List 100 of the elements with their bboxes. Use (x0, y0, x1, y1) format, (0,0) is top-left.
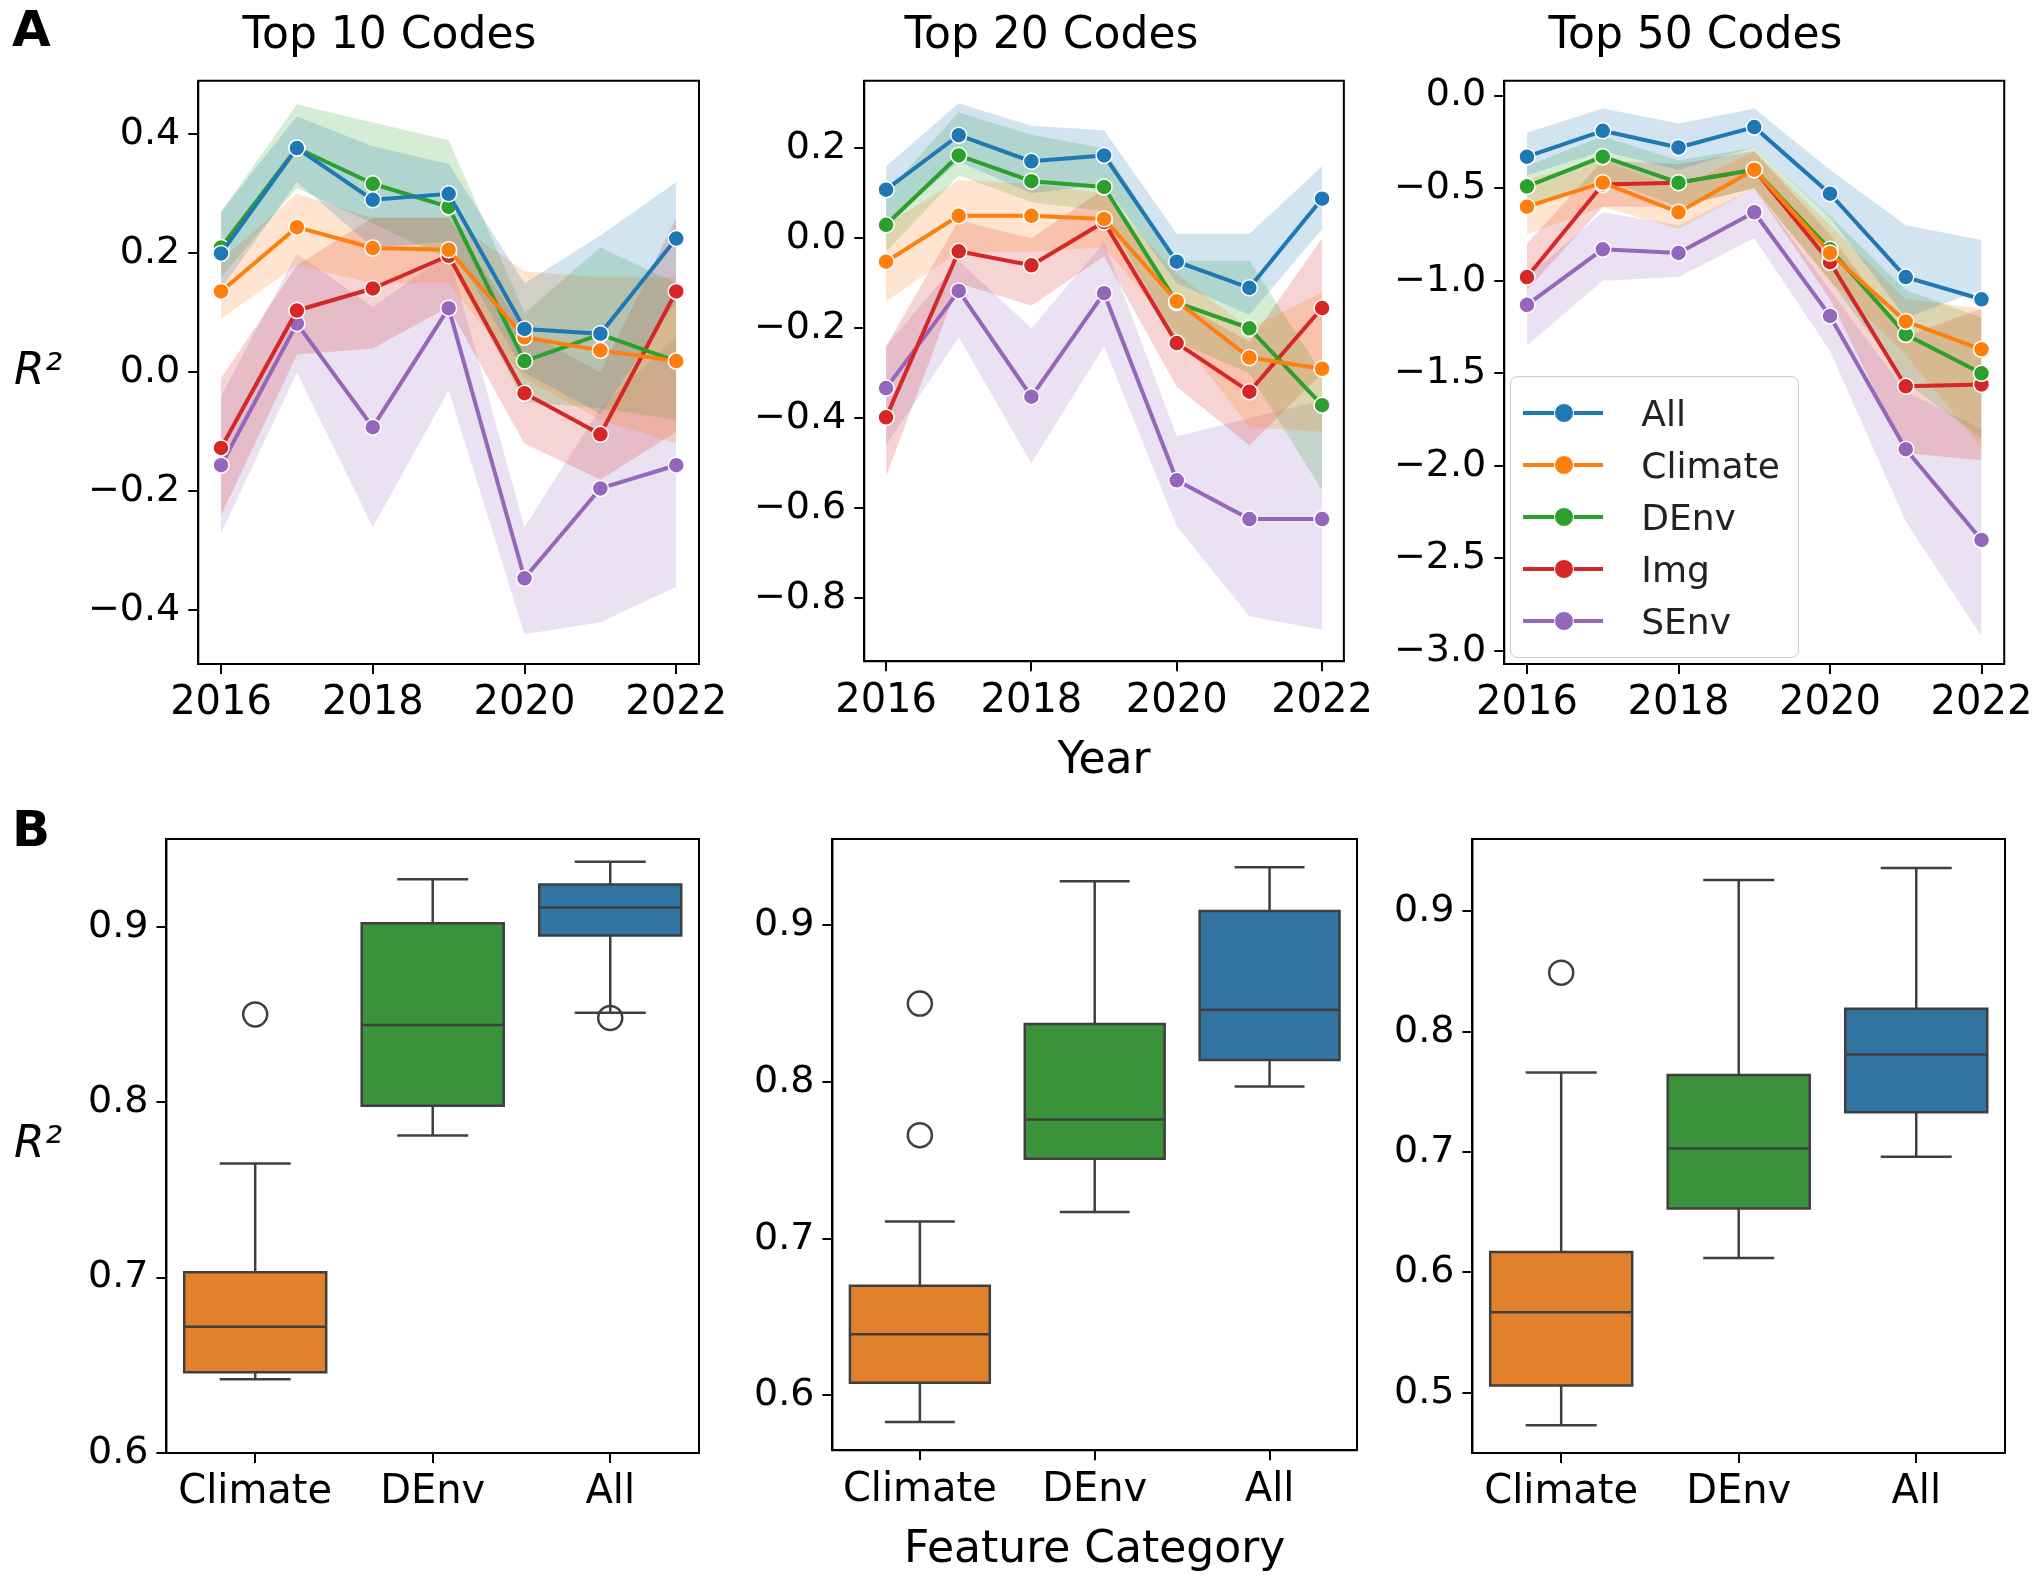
y-tick-label: 0.0 (1425, 70, 1487, 115)
y-tick-label: 0.7 (754, 1213, 815, 1258)
y-tick-label: 0.2 (785, 123, 847, 168)
chart-title: Top 20 Codes (903, 6, 1199, 58)
legend-label: All (1641, 392, 1686, 434)
legend-label: Img (1641, 548, 1710, 590)
point (364, 175, 382, 193)
point (1745, 203, 1763, 221)
y-tick-label: 0.8 (1394, 1006, 1455, 1051)
x-axis-title: Feature Category (904, 1521, 1286, 1573)
point (1022, 387, 1041, 406)
x-tick-label: All (1891, 1466, 1942, 1513)
point (1972, 364, 1991, 383)
point (1313, 510, 1331, 528)
point (439, 241, 458, 259)
point (212, 439, 230, 457)
point (1897, 440, 1915, 458)
point (1669, 138, 1688, 157)
point (515, 384, 534, 402)
point (1518, 268, 1536, 286)
point (1167, 334, 1186, 352)
point (1745, 118, 1763, 136)
point (1518, 177, 1536, 196)
point (1669, 203, 1688, 221)
point (667, 229, 685, 248)
point (515, 569, 534, 588)
legend-label: SEnv (1641, 600, 1731, 642)
y-tick-label: −0.4 (753, 393, 847, 438)
x-tick-label: 2022 (625, 677, 728, 724)
point (877, 408, 895, 427)
x-tick-label: 2020 (1125, 674, 1228, 721)
y-tick-label: 0.9 (754, 900, 815, 945)
point (212, 244, 230, 263)
y-tick-label: −2.5 (1393, 533, 1487, 578)
y-tick-label: 0.2 (119, 228, 181, 273)
y-tick-label: 0.4 (119, 109, 181, 154)
point (1594, 147, 1612, 166)
point (1167, 471, 1186, 490)
y-tick-label: 0.9 (1394, 886, 1455, 931)
x-tick-label: 2016 (835, 674, 937, 721)
point (1240, 279, 1259, 297)
x-tick-label: All (585, 1466, 636, 1513)
point (1594, 240, 1612, 259)
point (212, 282, 230, 301)
x-tick-label: Climate (842, 1463, 997, 1510)
y-tick-label: 0.8 (754, 1056, 815, 1101)
x-tick-label: 2022 (1930, 677, 2033, 724)
x-tick-label: 2020 (473, 677, 576, 724)
point (1095, 284, 1113, 302)
point (1022, 172, 1041, 190)
legend-label: DEnv (1641, 496, 1736, 538)
y-tick-label: 0.0 (785, 213, 847, 258)
y-tick-label: 0.9 (88, 901, 149, 946)
point (364, 279, 382, 298)
x-tick-label: Climate (178, 1466, 333, 1513)
x-tick-label: DEnv (1042, 1463, 1148, 1510)
point (877, 180, 895, 199)
x-tick-label: 2016 (1476, 677, 1578, 724)
point (212, 456, 230, 474)
y-axis-title: R² (14, 342, 63, 394)
point (1897, 377, 1915, 396)
x-tick-label: Climate (1484, 1466, 1639, 1513)
x-tick-label: 2018 (1627, 677, 1730, 724)
point (1594, 122, 1612, 140)
point (1897, 312, 1915, 331)
x-tick-label: 2018 (980, 674, 1083, 721)
x-tick-label: DEnv (380, 1466, 486, 1513)
point (591, 479, 610, 498)
point (949, 126, 968, 144)
point (1972, 340, 1991, 359)
point (1972, 290, 1991, 309)
point (591, 425, 610, 444)
point (364, 418, 382, 436)
y-tick-label: 0.6 (88, 1427, 149, 1472)
y-tick-label: 0.6 (1394, 1247, 1455, 1292)
y-axis-title: R² (14, 1116, 63, 1168)
point (1897, 268, 1915, 286)
point (1821, 307, 1839, 325)
point (591, 341, 610, 360)
x-axis-title: Year (1056, 732, 1152, 784)
point (1240, 319, 1259, 338)
point (1240, 510, 1259, 528)
x-tick-label: 2020 (1779, 677, 1881, 724)
point (877, 252, 895, 271)
y-tick-label: −1.5 (1393, 348, 1487, 393)
y-tick-label: 0.7 (88, 1252, 149, 1297)
point (1518, 197, 1536, 216)
y-tick-label: −1.0 (1393, 255, 1487, 300)
y-tick-label: −3.0 (1393, 625, 1487, 670)
point (949, 282, 968, 300)
x-tick-label: DEnv (1686, 1466, 1792, 1513)
point (667, 456, 685, 474)
point (877, 379, 895, 397)
point (949, 242, 968, 261)
point (439, 299, 458, 317)
point (288, 301, 306, 320)
chart-title: Top 50 Codes (1547, 6, 1843, 58)
point (1240, 382, 1259, 401)
y-tick-label: −0.6 (753, 483, 847, 528)
point (1240, 348, 1259, 367)
